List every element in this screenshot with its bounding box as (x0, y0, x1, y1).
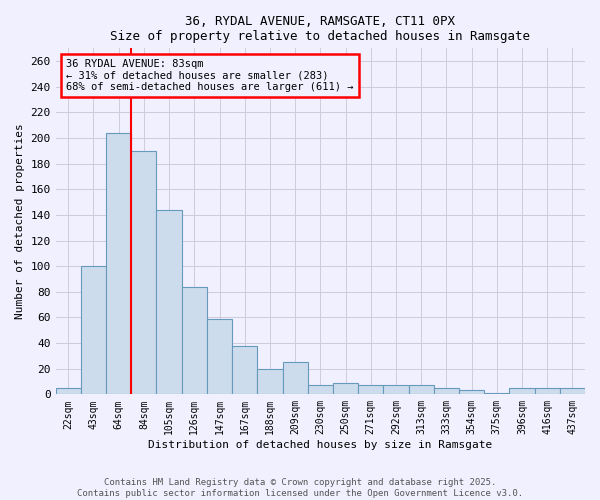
Bar (257, 368, 283, 394)
Bar (484, 393, 509, 394)
Text: Contains HM Land Registry data © Crown copyright and database right 2025.
Contai: Contains HM Land Registry data © Crown c… (77, 478, 523, 498)
Y-axis label: Number of detached properties: Number of detached properties (15, 124, 25, 319)
Bar (308, 386, 333, 394)
Bar (459, 390, 484, 394)
Bar (358, 386, 383, 394)
Bar (409, 386, 434, 394)
Bar (207, 318, 232, 394)
Bar (232, 346, 257, 395)
Bar (106, 133, 131, 394)
X-axis label: Distribution of detached houses by size in Ramsgate: Distribution of detached houses by size … (148, 440, 493, 450)
Bar (560, 388, 585, 394)
Bar (383, 386, 409, 394)
Bar (131, 151, 157, 394)
Bar (333, 383, 358, 394)
Bar (283, 362, 308, 394)
Bar (434, 388, 459, 394)
Bar (157, 210, 182, 394)
Bar (56, 388, 81, 394)
Bar (509, 388, 535, 394)
Title: 36, RYDAL AVENUE, RAMSGATE, CT11 0PX
Size of property relative to detached house: 36, RYDAL AVENUE, RAMSGATE, CT11 0PX Siz… (110, 15, 530, 43)
Bar (535, 388, 560, 394)
Text: 36 RYDAL AVENUE: 83sqm
← 31% of detached houses are smaller (283)
68% of semi-de: 36 RYDAL AVENUE: 83sqm ← 31% of detached… (66, 58, 354, 92)
Bar (182, 286, 207, 395)
Bar (81, 266, 106, 394)
